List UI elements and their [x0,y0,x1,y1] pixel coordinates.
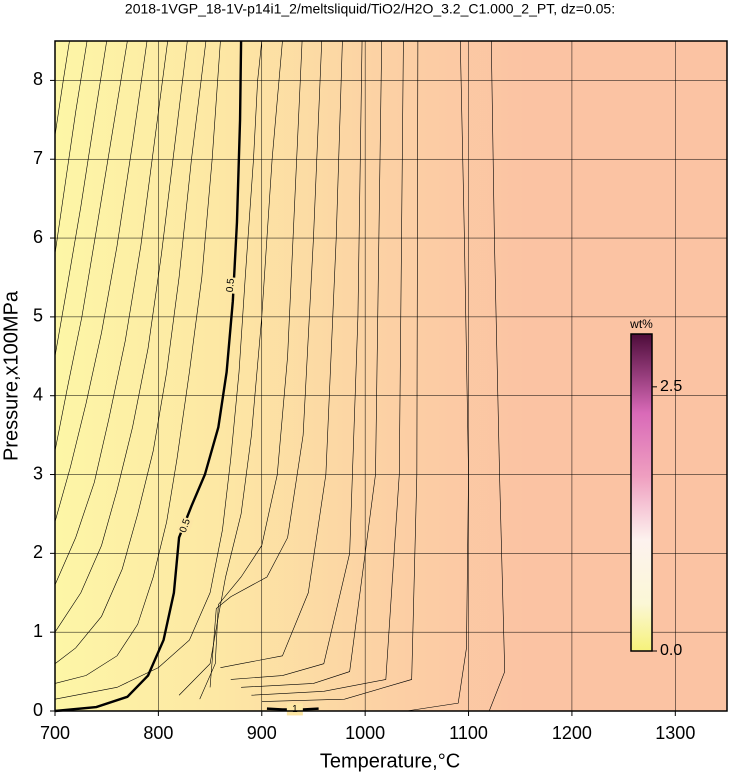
x-tick-label: 1100 [449,723,488,743]
plot-background [55,41,727,711]
contour-label-bg [224,276,238,294]
x-tick-label: 900 [247,723,277,743]
y-tick-label: 4 [33,384,43,404]
contour-line [251,40,404,696]
contour-label: 1 [292,704,298,715]
contour-label: 0.5 [178,517,193,534]
contour-line [261,40,419,702]
x-tick-label: 700 [40,723,70,743]
contour-line [54,40,207,664]
x-tick-label: 1300 [655,723,695,743]
x-tick-label: 1000 [345,723,385,743]
chart-title: 2018-1VGP_18-1V-p14i1_2/meltsliquid/TiO2… [125,1,615,17]
contour-line [54,40,148,522]
contour-label-bg [176,516,194,536]
y-tick-label: 7 [33,148,43,168]
x-tick-label: 1200 [552,723,592,743]
contour-line [54,40,70,136]
contour-line [54,40,107,357]
contour-line-bold [54,40,243,713]
contour-line [241,40,382,688]
contour-line [54,40,168,586]
contour-line [220,40,343,668]
x-axis-label: Temperature,°C [320,750,460,772]
contour-line [199,40,303,700]
contour-line [209,40,323,688]
y-tick-label: 6 [33,227,43,247]
colorbar [630,333,653,652]
contour-label: 0.5 [225,278,237,293]
colorbar-tick-label: 0.0 [660,642,682,659]
contour-line [54,40,188,633]
x-tick-label: 800 [143,723,173,743]
contour-line [178,40,283,696]
contour-line [488,40,506,712]
colorbar-tick-label: 2.5 [660,378,682,395]
y-tick-label: 3 [33,463,43,483]
plot-frame [54,40,728,712]
colorbar-label: wt% [629,317,653,331]
y-tick-label: 2 [33,542,43,562]
contour-line [406,40,469,712]
y-tick-label: 5 [33,306,43,326]
contour-line [54,40,221,684]
contour-line [230,40,363,680]
contour-line [54,40,88,254]
contour-label-bg [286,703,303,716]
contour-line [54,40,263,700]
y-tick-label: 1 [33,621,43,641]
y-axis-label: Pressure,x100MPa [0,290,22,461]
contour-line [54,40,128,451]
y-tick-label: 8 [33,69,43,89]
y-tick-label: 0 [33,700,43,720]
